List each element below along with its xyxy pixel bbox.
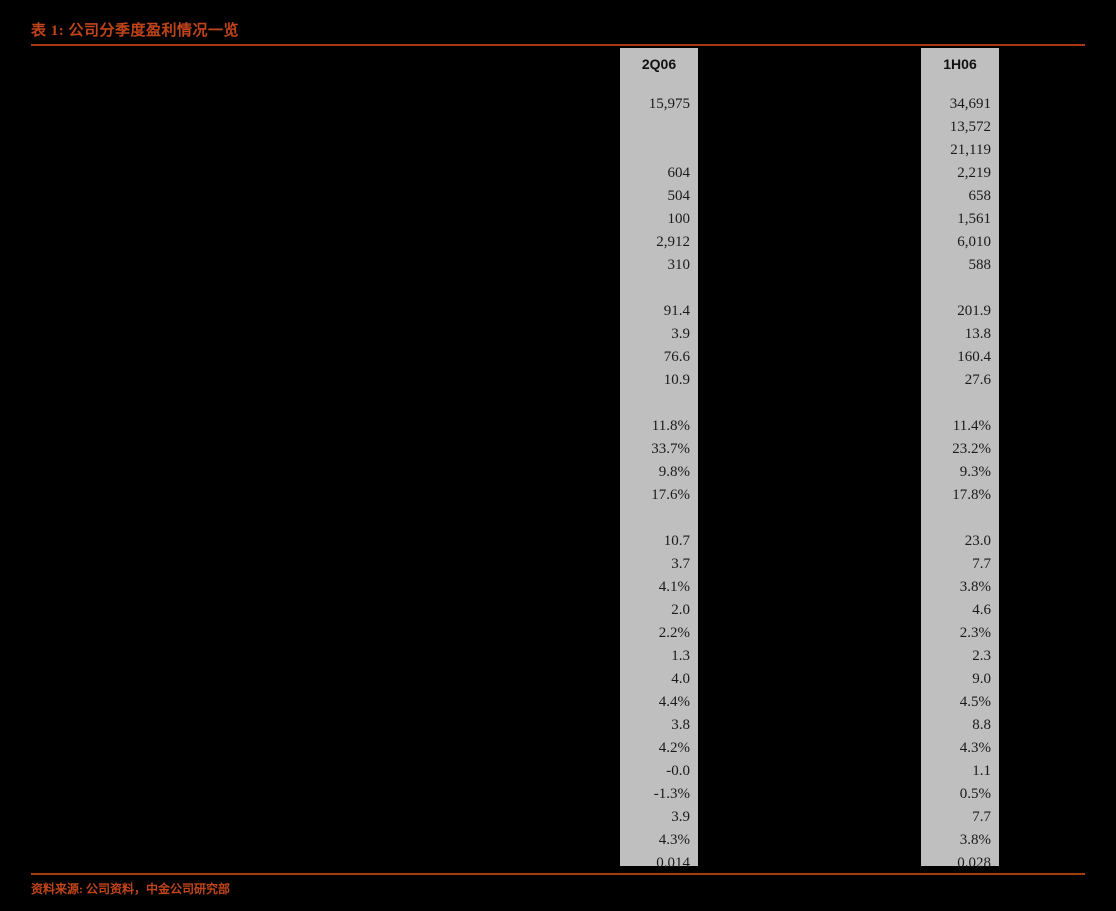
table-cell: 4.2% [658, 740, 690, 756]
table-cell: 1,561 [957, 211, 991, 227]
table-cell: 6,010 [957, 234, 991, 250]
table-cell: 4.1% [658, 579, 690, 595]
table-cell: 3.8% [959, 832, 991, 848]
table-cell: 9.3% [959, 464, 991, 480]
table-cell: 4.4% [658, 694, 690, 710]
column-header-1h06: 1H06 [943, 56, 977, 72]
table-cell: 9.0 [972, 671, 991, 687]
table-cell: 4.3% [959, 740, 991, 756]
table-cell: 76.6 [663, 349, 690, 365]
table-cell: -0.0 [666, 763, 690, 779]
table-cell: 0.5% [959, 786, 991, 802]
table-cell: 23.2% [952, 441, 991, 457]
table-cell: 91.4 [663, 303, 690, 319]
table-cell: 10.7 [663, 533, 690, 549]
table-cell: 2.0 [671, 602, 690, 618]
table-cell: 4.3% [658, 832, 690, 848]
table-column-2q06: 2Q06 15,975 604 504 100 2,912 310 91.4 3.9 76.6 1… [620, 48, 698, 871]
table-cell: 7.7 [972, 809, 991, 825]
table-cell: 100 [667, 211, 691, 227]
table-cell: 0.014 [656, 855, 690, 871]
table-cell: 4.0 [671, 671, 690, 687]
table-cell: 504 [667, 188, 691, 204]
table-cell: 3.8 [671, 717, 690, 733]
table-cell: 4.5% [959, 694, 991, 710]
table-cell: 2,912 [656, 234, 690, 250]
table-cell: 3.9 [671, 809, 690, 825]
page-title: 表 1: 公司分季度盈利情况一览 [31, 23, 239, 39]
table-cell: 27.6 [964, 372, 991, 388]
table-cell: 9.8% [658, 464, 690, 480]
table-cell: -1.3% [653, 786, 690, 802]
table-cell: 160.4 [957, 349, 991, 365]
table-cell: 2.3 [972, 648, 991, 664]
table-cell: 658 [968, 188, 992, 204]
table-cell: 1.1 [972, 763, 991, 779]
table-column-1h06: 1H06 34,691 13,572 21,119 2,219 658 1,561 6,01… [921, 48, 999, 871]
table-cell: 1.3 [671, 648, 690, 664]
table-cell: 13,572 [949, 119, 991, 135]
table-cell: 2,219 [957, 165, 991, 181]
table-cell: 4.6 [972, 602, 991, 618]
table-cell: 34,691 [949, 96, 991, 112]
column-header-2q06: 2Q06 [641, 56, 677, 72]
table-cell: 10.9 [663, 372, 690, 388]
table-cell: 604 [667, 165, 691, 181]
table-cell: 11.8% [651, 418, 690, 434]
table-cell: 33.7% [651, 441, 690, 457]
title-bar: 表 1: 公司分季度盈利情况一览 [0, 0, 1116, 48]
table-cell: 15,975 [648, 96, 690, 112]
table-cell: 588 [968, 257, 992, 273]
footer-divider [31, 873, 1085, 875]
title-divider [31, 44, 1085, 46]
table-cell: 201.9 [957, 303, 991, 319]
table-cell: 17.6% [651, 487, 690, 503]
table-cell: 3.7 [671, 556, 690, 572]
table-cell: 11.4% [952, 418, 991, 434]
table-cell: 23.0 [964, 533, 991, 549]
table-cell: 2.3% [959, 625, 991, 641]
table-cell: 3.9 [671, 326, 690, 342]
row-label-column [31, 48, 611, 866]
table-cell: 17.8% [952, 487, 991, 503]
table-cell: 310 [667, 257, 691, 273]
table-cell: 13.8 [964, 326, 991, 342]
data-table: 2Q06 15,975 604 504 100 2,912 310 91.4 3.9 76.6 1… [0, 48, 1116, 871]
table-cell: 0.028 [957, 855, 991, 871]
table-cell: 7.7 [972, 556, 991, 572]
table-cell: 2.2% [658, 625, 690, 641]
table-cell: 3.8% [959, 579, 991, 595]
table-cell: 8.8 [972, 717, 991, 733]
source-note: 资料来源: 公司资料，中金公司研究部 [31, 882, 230, 896]
table-cell: 21,119 [950, 142, 991, 158]
